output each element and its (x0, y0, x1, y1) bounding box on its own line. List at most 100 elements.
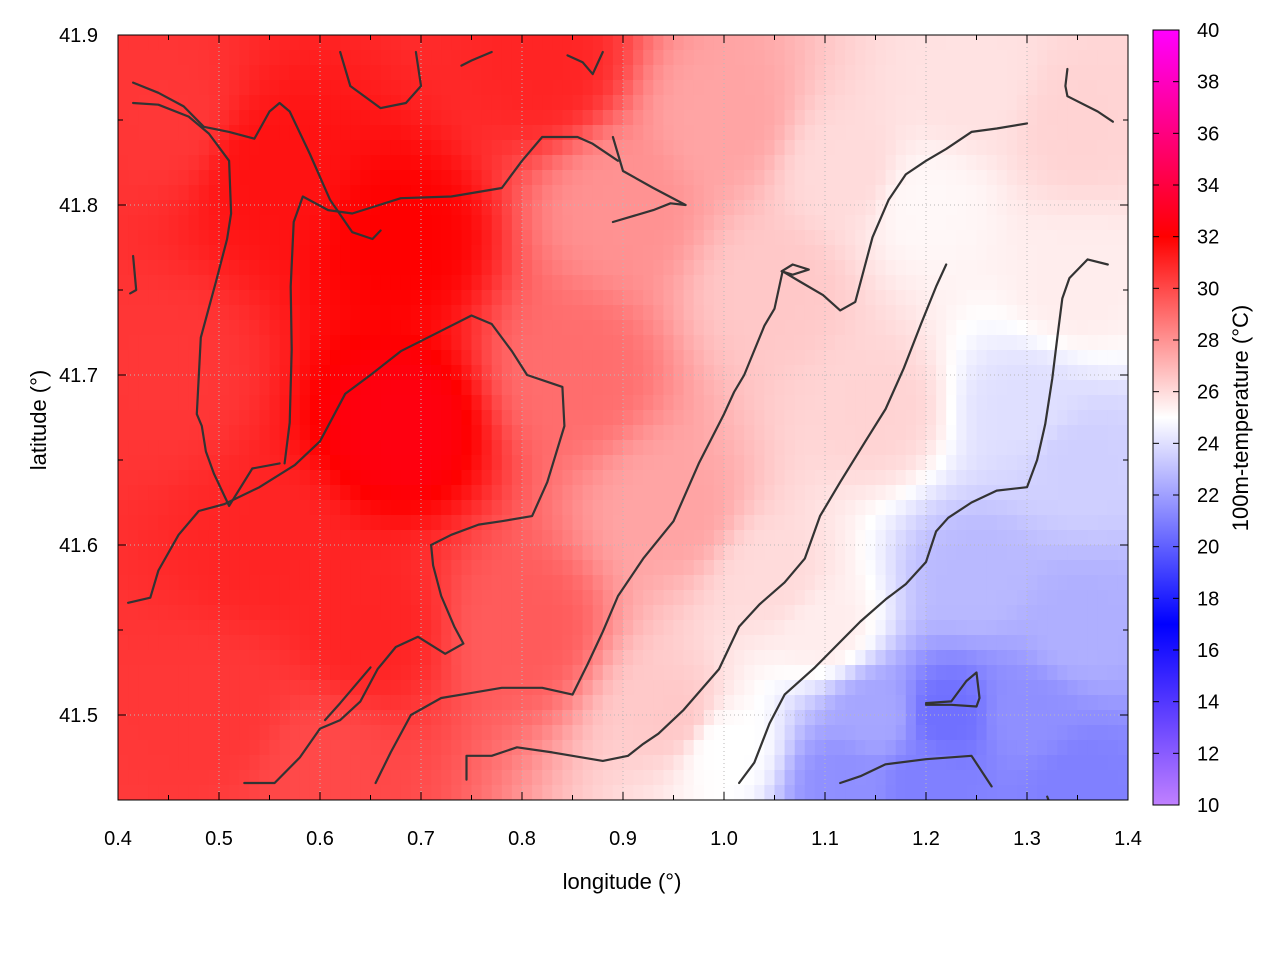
heatmap-cell (724, 65, 735, 81)
heatmap-cell (966, 755, 978, 771)
heatmap-cell (1067, 740, 1079, 756)
heatmap-cell (764, 515, 776, 531)
heatmap-cell (208, 395, 220, 411)
heatmap-cell (1097, 365, 1109, 381)
heatmap-cell (996, 170, 1008, 186)
heatmap-cell (1107, 500, 1119, 516)
heatmap-cell (865, 755, 877, 771)
heatmap-cell (168, 245, 180, 261)
heatmap-cell (885, 515, 897, 531)
heatmap-cell (138, 110, 149, 126)
heatmap-cell (471, 155, 483, 171)
heatmap-cell (915, 770, 927, 786)
heatmap-cell (885, 155, 897, 171)
heatmap-cell (219, 200, 230, 216)
heatmap-cell (996, 305, 1008, 321)
heatmap-cell (946, 560, 957, 576)
heatmap-cell (350, 605, 361, 621)
heatmap-cell (1057, 440, 1068, 456)
heatmap-cell (168, 410, 180, 426)
heatmap-cell (340, 440, 351, 456)
heatmap-cell (511, 725, 523, 741)
heatmap-cell (410, 305, 422, 321)
heatmap-cell (1037, 215, 1048, 231)
heatmap-cell (522, 305, 533, 321)
heatmap-cell (289, 590, 301, 606)
heatmap-cell (784, 425, 796, 441)
heatmap-cell (814, 575, 826, 591)
heatmap-cell (602, 140, 614, 156)
heatmap-cell (198, 245, 210, 261)
heatmap-cell (643, 215, 654, 231)
heatmap-cell (885, 620, 897, 636)
heatmap-cell (1107, 410, 1119, 426)
heatmap-cell (734, 185, 745, 201)
heatmap-cell (309, 110, 321, 126)
heatmap-cell (592, 215, 604, 231)
heatmap-cell (229, 50, 240, 66)
heatmap-cell (118, 605, 129, 621)
heatmap-cell (380, 35, 392, 51)
heatmap-cell (431, 320, 442, 336)
heatmap-cell (693, 725, 705, 741)
heatmap-cell (400, 620, 412, 636)
heatmap-cell (734, 170, 745, 186)
heatmap-cell (208, 410, 220, 426)
heatmap-cell (208, 485, 220, 501)
heatmap-cell (451, 185, 462, 201)
heatmap-cell (1016, 140, 1028, 156)
heatmap-cell (400, 215, 412, 231)
heatmap-cell (128, 530, 139, 546)
heatmap-cell (976, 665, 988, 681)
heatmap-cell (431, 125, 442, 141)
heatmap-cell (532, 80, 543, 96)
heatmap-cell (825, 440, 836, 456)
heatmap-cell (1117, 455, 1128, 471)
heatmap-cell (734, 215, 745, 231)
heatmap-cell (905, 575, 917, 591)
heatmap-cell (491, 125, 503, 141)
heatmap-cell (996, 470, 1008, 486)
heatmap-cell (158, 380, 170, 396)
heatmap-cell (330, 65, 341, 81)
heatmap-cell (380, 110, 392, 126)
heatmap-cell (754, 350, 765, 366)
heatmap-cell (1067, 185, 1079, 201)
heatmap-cell (188, 575, 200, 591)
heatmap-cell (794, 605, 806, 621)
heatmap-cell (400, 65, 412, 81)
heatmap-cell (542, 665, 553, 681)
heatmap-cell (713, 335, 725, 351)
heatmap-cell (734, 305, 745, 321)
heatmap-cell (623, 155, 634, 171)
heatmap-cell (804, 155, 816, 171)
heatmap-cell (1077, 755, 1089, 771)
heatmap-cell (835, 215, 846, 231)
heatmap-cell (825, 140, 836, 156)
heatmap-cell (825, 620, 836, 636)
heatmap-cell (1067, 710, 1079, 726)
heatmap-cell (825, 725, 836, 741)
heatmap-cell (249, 170, 260, 186)
heatmap-cell (562, 500, 574, 516)
heatmap-cell (602, 560, 614, 576)
heatmap-cell (1016, 665, 1028, 681)
heatmap-cell (279, 155, 291, 171)
heatmap-cell (390, 335, 402, 351)
heatmap-cell (481, 770, 493, 786)
heatmap-cell (825, 710, 836, 726)
heatmap-cell (804, 470, 816, 486)
heatmap-cell (1117, 245, 1128, 261)
heatmap-cell (289, 365, 301, 381)
heatmap-cell (643, 530, 654, 546)
heatmap-cell (501, 515, 513, 531)
heatmap-cell (602, 80, 614, 96)
heatmap-cell (976, 470, 988, 486)
heatmap-cell (845, 245, 856, 261)
heatmap-cell (138, 545, 149, 561)
heatmap-cell (1077, 50, 1089, 66)
heatmap-cell (643, 710, 654, 726)
heatmap-cell (421, 200, 432, 216)
heatmap-cell (522, 125, 533, 141)
heatmap-cell (1077, 545, 1089, 561)
